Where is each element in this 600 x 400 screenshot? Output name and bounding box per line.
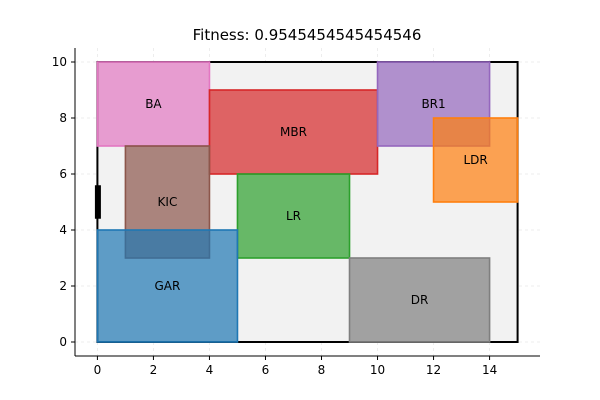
y-tick-label: 8 [59,111,67,125]
x-tick-label: 8 [318,363,326,377]
room-label-mbr: MBR [280,125,307,139]
x-tick-label: 10 [370,363,385,377]
room-gar [96,229,239,343]
y-tick-label: 2 [59,279,67,293]
room-lr [236,173,351,259]
y-tick-label: 0 [59,335,67,349]
room-label-dr: DR [411,293,429,307]
room-label-gar: GAR [155,279,181,293]
x-tick-label: 0 [94,363,102,377]
x-tick-label: 2 [150,363,158,377]
room-label-lr: LR [286,209,301,223]
x-tick-label: 4 [206,363,214,377]
room-labels: BA MBR BR1 KIC LR GAR LDR DR [145,97,487,307]
room-label-ldr: LDR [463,153,487,167]
room-label-ba: BA [145,97,162,111]
y-tick-label: 4 [59,223,67,237]
rooms [96,61,519,343]
room-ba [96,61,211,147]
axes: 0 2 4 6 8 10 12 14 0 2 4 6 8 10 [52,48,540,377]
x-tick-label: 14 [482,363,497,377]
room-label-br1: BR1 [421,97,445,111]
x-tick-label: 12 [426,363,441,377]
y-tick-label: 6 [59,167,67,181]
x-tick-label: 6 [262,363,270,377]
room-ldr [432,117,519,203]
chart-title: Fitness: 0.9545454545454546 [193,26,422,44]
y-tick-label: 10 [52,55,67,69]
room-dr [348,257,491,343]
room-label-kic: KIC [158,195,178,209]
